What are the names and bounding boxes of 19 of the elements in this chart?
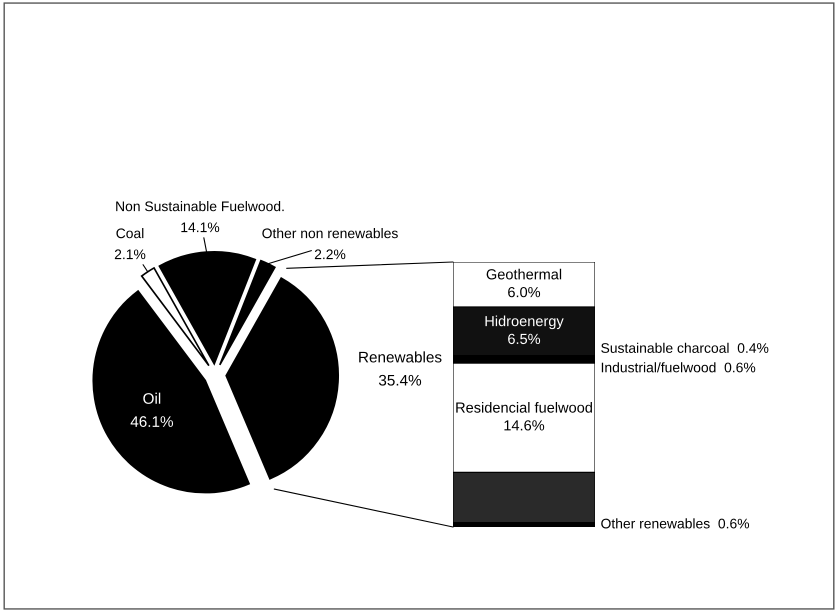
text: Industrial/fuelwood 0.6%	[602, 362, 756, 372]
slice-label: Non Sustainable Fuelwood.	[116, 201, 284, 212]
data-label: 6.5%	[508, 334, 540, 344]
data-label: 6.0%	[508, 286, 540, 298]
slice-label: Coal	[116, 228, 144, 238]
data-label: 2.2%	[314, 249, 346, 260]
series-label: Residencial fuelwood	[456, 402, 592, 413]
text: Sustainable charcoal 0.4%	[601, 342, 768, 353]
slice-label: Oil	[143, 392, 160, 404]
text: Other renewables 0.6%	[601, 518, 750, 528]
series-label: Geothermal	[486, 268, 562, 280]
data-label: 2.1%	[114, 249, 146, 260]
data-label: 14.6%	[504, 420, 544, 431]
data-label: 46.1%	[130, 416, 174, 427]
slice-label: Other non renewables	[262, 228, 398, 238]
series-label: Hidroenergy	[485, 316, 564, 330]
data-label: 35.4%	[378, 374, 422, 386]
data-label: 14.1%	[181, 222, 220, 232]
slice-label: Renewables	[359, 351, 442, 363]
